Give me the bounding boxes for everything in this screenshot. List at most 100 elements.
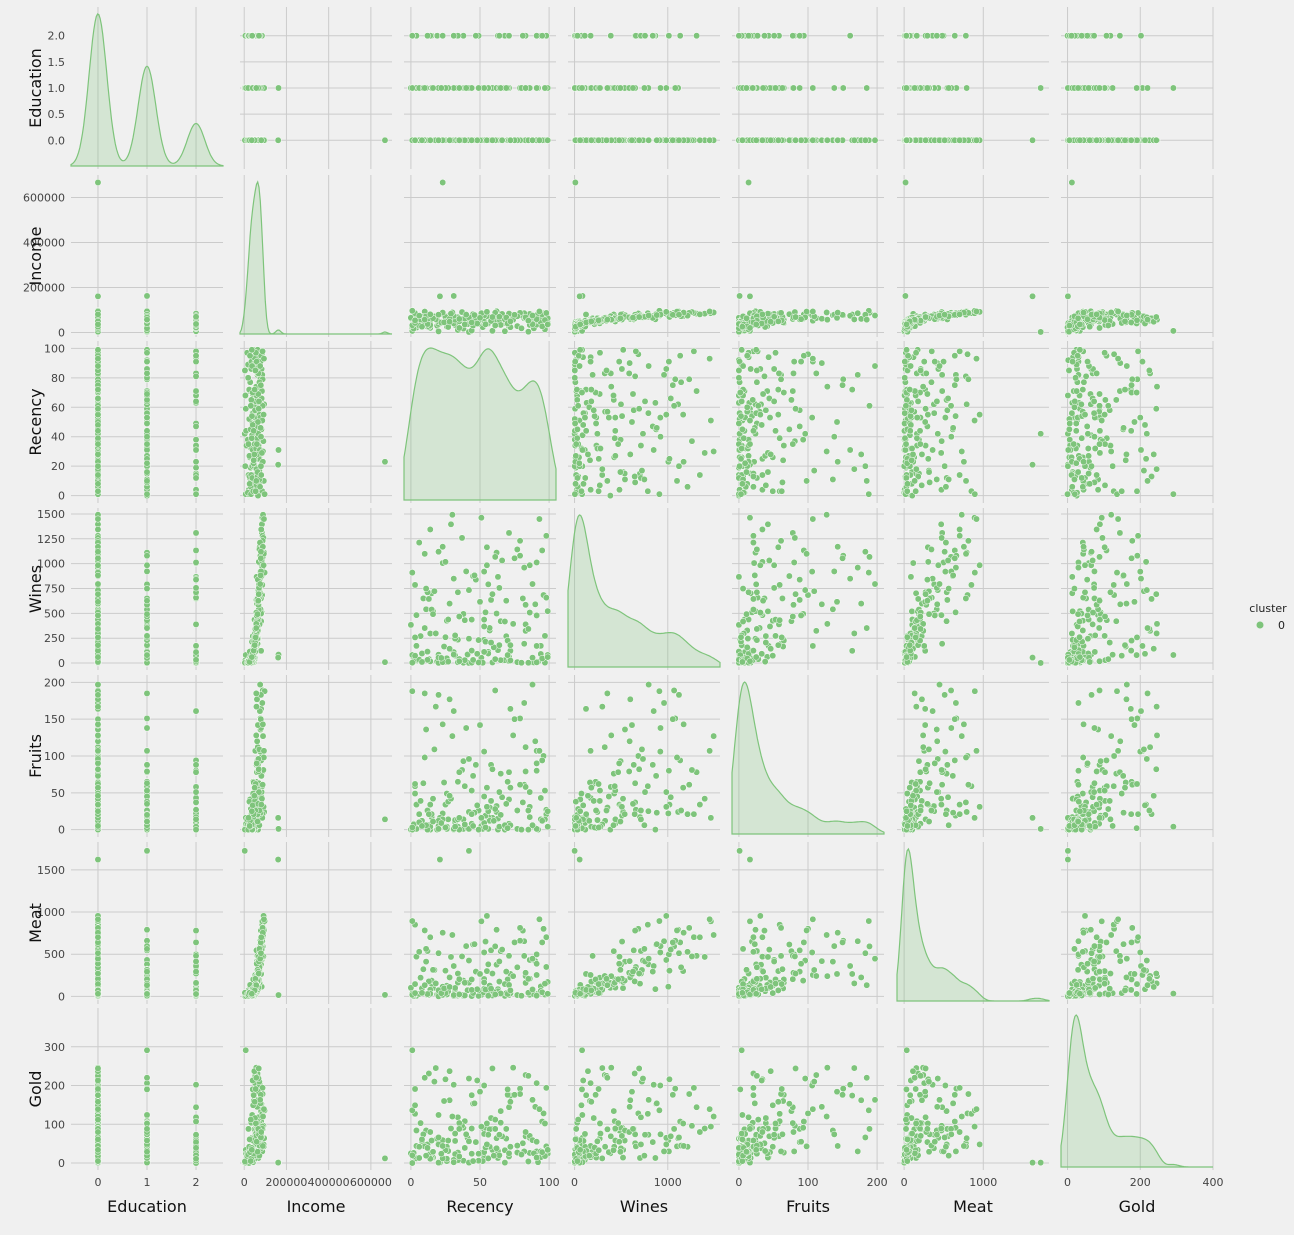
scatter-point [778, 594, 786, 602]
scatter-point [1037, 430, 1045, 438]
scatter-point [796, 422, 804, 430]
scatter-point [866, 402, 873, 410]
scatter-point [735, 374, 743, 382]
scatter-point [275, 446, 282, 454]
scatter-point [415, 539, 423, 547]
scatter-point [244, 374, 252, 382]
scatter-point [943, 617, 951, 625]
scatter-point [1127, 318, 1135, 326]
scatter-point [192, 358, 200, 366]
scatter-point [615, 136, 623, 144]
scatter-point [94, 731, 102, 739]
scatter-point [256, 681, 264, 689]
scatter-point [505, 32, 513, 40]
panel-recency-vs-meat [897, 341, 1049, 503]
scatter-point [1078, 434, 1086, 442]
scatter-point [192, 642, 200, 650]
scatter-point [454, 588, 462, 596]
scatter-point [653, 311, 661, 319]
scatter-point [246, 822, 254, 830]
scatter-point [1072, 420, 1080, 427]
scatter-point [737, 412, 745, 420]
scatter-point [738, 425, 746, 433]
scatter-point [257, 424, 265, 432]
scatter-point [516, 537, 524, 545]
scatter-point [468, 616, 476, 624]
scatter-point [1101, 481, 1109, 489]
panel-education-vs-wines [568, 7, 720, 169]
panel-income-vs-education [71, 175, 223, 337]
scatter-point [1071, 397, 1079, 405]
panel-education-vs-gold [1061, 7, 1214, 169]
scatter-point [1128, 381, 1135, 389]
scatter-point [931, 611, 939, 619]
scatter-point [673, 477, 681, 485]
scatter-point [796, 84, 804, 92]
scatter-point [770, 584, 778, 592]
scatter-point [738, 445, 746, 452]
scatter-point [1142, 455, 1150, 463]
scatter-point [192, 815, 200, 823]
scatter-point [596, 481, 604, 489]
scatter-point [676, 32, 684, 40]
scatter-point [192, 372, 200, 380]
scatter-point [1104, 655, 1112, 663]
scatter-point [1086, 658, 1094, 666]
scatter-point [916, 613, 924, 620]
scatter-point [1133, 84, 1141, 92]
scatter-point [586, 456, 594, 464]
scatter-point [241, 462, 249, 470]
scatter-point [796, 596, 804, 604]
scatter-point [857, 450, 865, 458]
scatter-point [1137, 446, 1145, 454]
scatter-point [411, 136, 419, 144]
scatter-point [429, 795, 437, 803]
scatter-point [676, 352, 684, 360]
scatter-point [923, 597, 931, 605]
scatter-point [192, 806, 200, 814]
scatter-point [437, 84, 445, 92]
scatter-point [662, 411, 670, 419]
scatter-point [640, 475, 648, 483]
scatter-point [533, 642, 541, 650]
scatter-point [94, 641, 102, 649]
scatter-point [480, 648, 488, 656]
scatter-point [143, 585, 151, 593]
scatter-point [94, 691, 102, 699]
scatter-point [617, 400, 625, 408]
scatter-point [857, 600, 865, 608]
scatter-point [1128, 554, 1135, 562]
panel-income-vs-income [239, 175, 393, 337]
scatter-point [789, 440, 797, 448]
scatter-point [787, 396, 795, 404]
scatter-point [581, 414, 589, 422]
scatter-point [582, 311, 590, 318]
scatter-point [746, 292, 754, 300]
panel-wines-vs-fruits [732, 508, 884, 670]
scatter-point [587, 397, 595, 405]
scatter-point [1143, 430, 1151, 438]
scatter-point [446, 600, 454, 608]
scatter-point [192, 826, 200, 834]
scatter-point [1107, 588, 1114, 596]
scatter-point [526, 609, 534, 617]
scatter-point [677, 378, 685, 386]
scatter-point [574, 402, 582, 410]
scatter-point [1088, 548, 1095, 556]
scatter-point [535, 515, 543, 523]
scatter-point [1153, 383, 1161, 391]
scatter-point [1065, 136, 1073, 144]
scatter-point [252, 689, 260, 697]
scatter-point [1169, 490, 1177, 498]
scatter-point [1071, 490, 1079, 498]
scatter-point [1093, 310, 1101, 318]
scatter-point [1084, 445, 1092, 452]
scatter-point [1029, 136, 1036, 144]
scatter-point [645, 136, 653, 144]
scatter-point [797, 611, 805, 619]
scatter-point [916, 427, 924, 435]
scatter-point [487, 639, 495, 647]
scatter-point [962, 32, 970, 40]
scatter-point [488, 590, 496, 598]
scatter-point [924, 411, 932, 419]
